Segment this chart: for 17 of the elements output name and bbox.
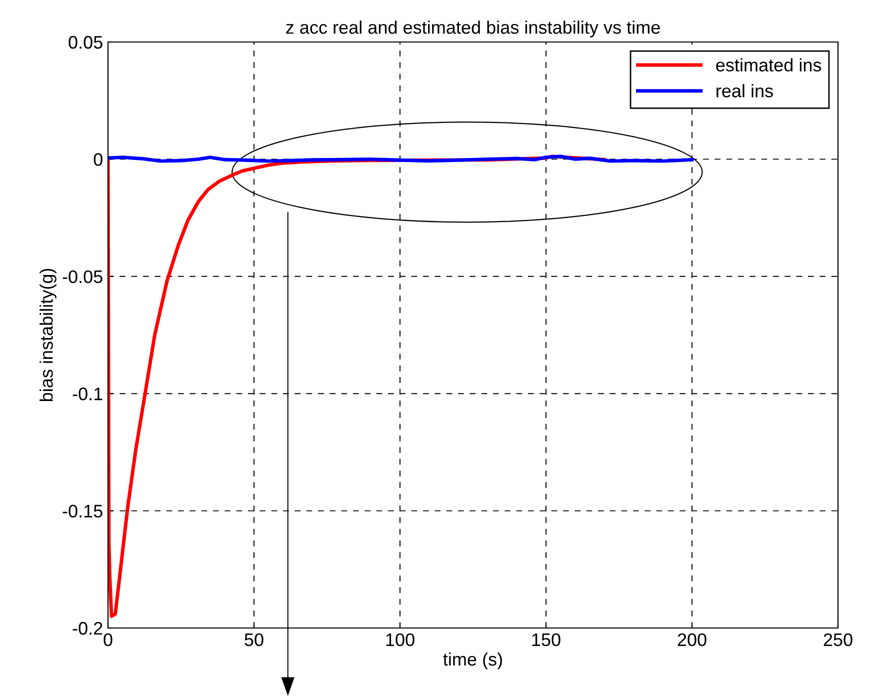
y-axis-title: bias instability(g) [40,268,56,402]
y-tick-label: -0.1 [72,388,102,400]
x-tick-label: 200 [678,633,706,646]
y-tick-label: 0.05 [68,36,102,49]
y-tick-label: -0.2 [72,622,102,635]
legend-label: real ins [716,84,773,98]
x-tick-label: 150 [532,633,560,646]
x-tick-label: 100 [386,633,414,646]
x-tick-label: 0 [104,633,112,646]
legend-label: estimated ins [716,58,822,72]
y-tick-label: 0 [94,153,102,166]
x-tick-label: 250 [824,633,852,646]
x-axis-title: time (s) [443,652,502,670]
y-tick-label: -0.15 [62,504,102,518]
x-tick-label: 50 [244,633,264,646]
y-tick-label: -0.05 [62,270,102,284]
chart-title: z acc real and estimated bias instability vs time [286,20,660,38]
